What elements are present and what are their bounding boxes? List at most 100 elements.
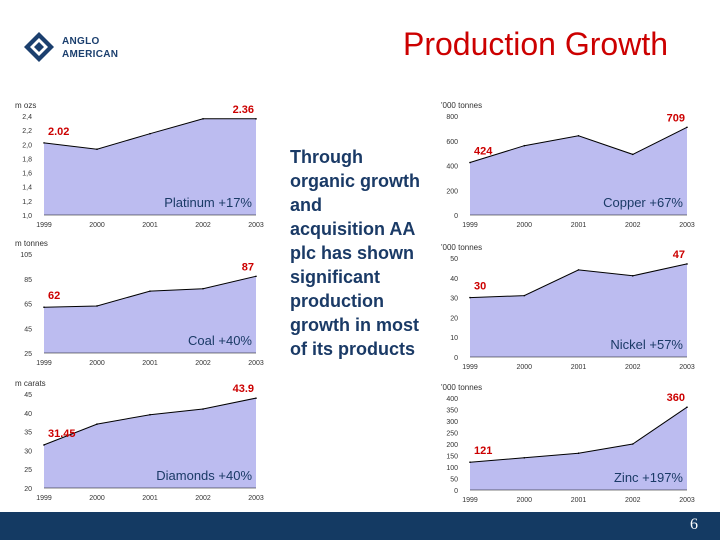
nickel-xtick-label: 1999 [462,364,478,371]
copper-ytick-label: 0 [454,213,458,220]
coal-xtick-label: 2003 [248,360,264,367]
copper-svg: '000 tonnes 0 200 400 600 800 1999 2000 2001 2002… [441,101,695,229]
diamonds-xtick-label: 2000 [89,495,105,502]
zinc-first-value-label: 121 [474,445,492,457]
diamonds-unit-label: m carats [15,379,46,388]
diamonds-svg: m carats 20 25 30 35 40 45 1999 2000 2001 2002 2003… [15,379,264,502]
diamonds-ytick-label: 30 [24,448,32,455]
copper-ytick-label: 400 [446,164,458,171]
platinum-xtick-label: 2001 [142,222,158,229]
nickel-ytick-label: 40 [450,276,458,283]
platinum-data-point [43,142,45,144]
coal-caption: Coal +40% [188,333,252,348]
platinum-data-point [96,148,98,151]
coal-ytick-label: 105 [20,252,32,259]
zinc-ytick-label: 250 [446,431,458,438]
copper-data-point [523,144,526,147]
nickel-ytick-label: 50 [450,256,458,263]
copper-ytick-label: 600 [446,139,458,146]
copper-ytick-label: 800 [446,114,458,121]
nickel-data-point [469,296,471,299]
diamonds-ytick-label: 35 [24,430,32,437]
zinc-caption: Zinc +197% [614,470,683,485]
nickel-data-point [631,275,634,277]
nickel-chart: '000 tonnes 0 10 20 30 40 50 1999 2000 2001 2002 20… [440,242,695,377]
diamonds-first-value-label: 31.45 [48,428,76,440]
nickel-last-value-label: 47 [673,249,685,261]
copper-data-point [631,153,634,156]
platinum-ytick-label: 1,4 [22,185,32,192]
zinc-data-point [686,406,688,408]
platinum-ytick-label: 2,2 [22,128,32,135]
logo-wordmark: ANGLO AMERICAN [62,35,118,61]
nickel-first-value-label: 30 [474,281,486,293]
zinc-data-point [523,457,526,459]
zinc-chart: '000 tonnes 0 50 100 150 200 250 300 350 400 1999 2… [440,382,695,510]
platinum-ytick-label: 2,4 [22,114,32,121]
zinc-ytick-label: 200 [446,442,458,449]
logo-line-1: ANGLO [62,36,100,47]
platinum-svg: m ozs 1,0 1,2 1,4 1,6 1,8 2,0 2,2 2,4 1999 2000 200… [15,101,264,229]
coal-last-value-label: 87 [242,261,254,273]
diamonds-xtick-label: 1999 [36,495,52,502]
diamonds-ytick-label: 25 [24,467,32,474]
nickel-unit-label: '000 tonnes [441,243,482,252]
diamonds-data-point [96,423,98,425]
zinc-ytick-label: 150 [446,454,458,461]
diamonds-last-value-label: 43.9 [233,383,254,395]
platinum-xtick-label: 2000 [89,222,105,229]
summary-text: Through organic growth and acquisition A… [290,147,420,359]
platinum-area [44,118,256,215]
coal-data-point [255,275,257,278]
zinc-svg: '000 tonnes 0 50 100 150 200 250 300 350 400 1999 2… [441,383,695,504]
coal-chart: m tonnes 25 45 65 85 105 1999 2000 2001 2002 2003 6… [14,238,264,373]
diamonds-ytick-label: 20 [24,486,32,493]
diamonds-ytick-label: 40 [24,411,32,418]
nickel-data-point [686,263,688,265]
anglo-american-emblem-icon [24,32,54,62]
coal-data-point [202,287,204,290]
coal-ytick-label: 25 [24,351,32,358]
zinc-xtick-label: 2003 [679,497,695,504]
copper-unit-label: '000 tonnes [441,101,482,110]
zinc-unit-label: '000 tonnes [441,383,482,392]
page-number: 6 [690,516,698,533]
nickel-xtick-label: 2003 [679,364,695,371]
coal-unit-label: m tonnes [15,239,48,248]
nickel-data-point [523,294,526,297]
platinum-xtick-label: 2003 [248,222,264,229]
zinc-data-point [577,452,580,454]
platinum-data-point [202,118,204,120]
diamonds-xtick-label: 2001 [142,495,158,502]
zinc-data-point [469,461,471,463]
copper-chart: '000 tonnes 0 200 400 600 800 1999 2000 2001 2002… [440,100,695,235]
zinc-ytick-label: 350 [446,408,458,415]
nickel-ytick-label: 20 [450,315,458,322]
platinum-ytick-label: 1,2 [22,199,32,206]
diamonds-caption: Diamonds +40% [156,468,252,483]
coal-ytick-label: 65 [24,302,32,309]
copper-xtick-label: 2002 [625,222,641,229]
coal-first-value-label: 62 [48,290,60,302]
platinum-last-value-label: 2.36 [233,104,254,116]
diamonds-data-point [202,408,204,410]
zinc-ytick-label: 100 [446,465,458,472]
platinum-first-value-label: 2.02 [48,126,69,138]
copper-data-point [469,161,471,164]
zinc-ytick-label: 50 [450,477,458,484]
zinc-ytick-label: 300 [446,419,458,426]
nickel-xtick-label: 2002 [625,364,641,371]
copper-xtick-label: 2003 [679,222,695,229]
nickel-data-point [577,269,580,271]
zinc-last-value-label: 360 [667,392,685,404]
zinc-ytick-label: 400 [446,396,458,403]
nickel-xtick-label: 2000 [516,364,532,371]
coal-area [44,276,256,353]
nickel-ytick-label: 30 [450,296,458,303]
diamonds-data-point [255,397,257,399]
diamonds-area [44,398,256,488]
copper-area [470,127,687,215]
platinum-data-point [255,118,257,120]
platinum-xtick-label: 1999 [36,222,52,229]
platinum-chart: m ozs 1,0 1,2 1,4 1,6 1,8 2,0 2,2 2,4 1999 2000 200… [14,100,264,235]
